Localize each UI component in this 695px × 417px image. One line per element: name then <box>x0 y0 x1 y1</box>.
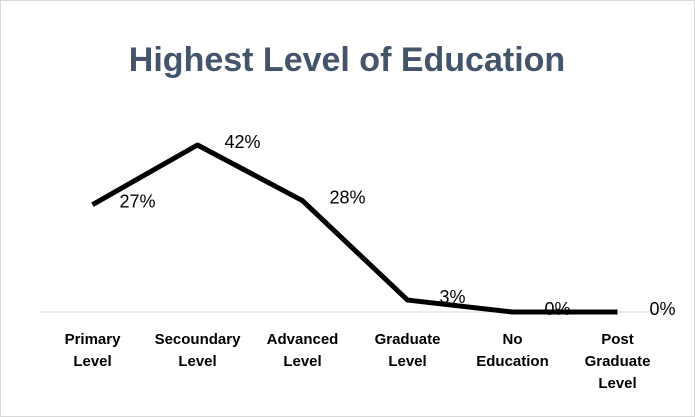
x-tick-label: Primary Level <box>65 331 122 370</box>
data-label: 0% <box>649 299 675 319</box>
data-label: 27% <box>119 191 155 211</box>
data-label: 28% <box>329 187 365 207</box>
x-tick-label: Post Graduate Level <box>585 331 651 392</box>
data-label: 3% <box>439 287 465 307</box>
x-tick-label: Secoundary Level <box>155 331 242 370</box>
x-tick-label: Graduate Level <box>375 331 441 370</box>
chart-title: Highest Level of Education <box>129 41 565 79</box>
data-label: 42% <box>224 132 260 152</box>
line <box>91 142 618 315</box>
x-tick-label: No Education <box>476 331 549 370</box>
x-tick-label: Advanced Level <box>267 331 339 370</box>
data-label: 0% <box>544 299 570 319</box>
